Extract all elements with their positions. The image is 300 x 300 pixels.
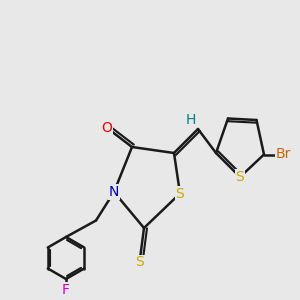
Text: H: H [185, 113, 196, 127]
Text: S: S [135, 256, 144, 269]
Text: N: N [109, 185, 119, 199]
Text: Br: Br [276, 148, 291, 161]
Text: S: S [236, 170, 244, 184]
Text: S: S [176, 187, 184, 200]
Text: O: O [101, 121, 112, 134]
Text: F: F [62, 283, 70, 296]
